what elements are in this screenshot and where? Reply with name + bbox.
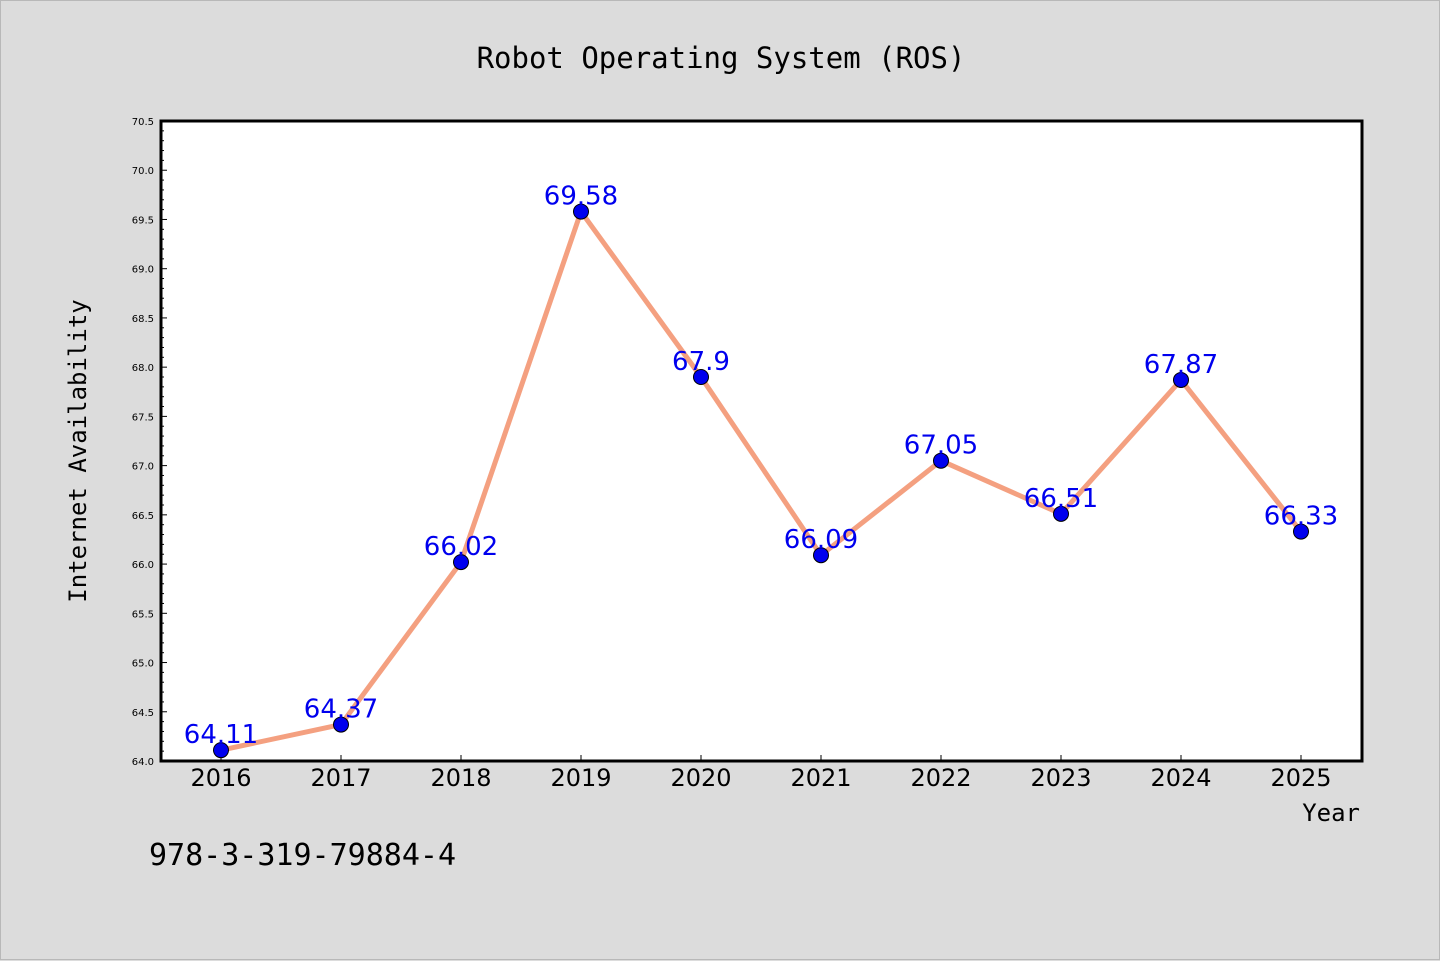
data-label: 66.09 bbox=[784, 525, 858, 555]
y-axis-ticks: 64.0 64.5 65.0 65.5 66.0 66.5 67.0 67.5 68.0 68.5… bbox=[132, 117, 167, 768]
y-tick-label: 69.5 bbox=[132, 215, 154, 226]
data-point bbox=[453, 554, 469, 571]
data-point bbox=[1053, 505, 1069, 522]
data-label: 66.02 bbox=[424, 532, 498, 562]
x-tick-label: 2020 bbox=[670, 764, 731, 792]
data-point bbox=[333, 716, 349, 733]
x-tick-label: 2025 bbox=[1270, 764, 1331, 792]
series-layer bbox=[213, 203, 1309, 759]
data-point bbox=[213, 742, 229, 759]
data-point bbox=[573, 203, 589, 220]
series-line bbox=[218, 209, 1304, 753]
x-tick-label: 2019 bbox=[550, 764, 611, 792]
y-tick-label: 66.0 bbox=[132, 560, 154, 571]
x-tick-label: 2021 bbox=[790, 764, 851, 792]
data-point bbox=[933, 452, 949, 469]
data-point bbox=[813, 547, 829, 564]
x-axis-title: Year bbox=[1302, 799, 1360, 827]
x-axis-ticks: 2016 2017 2018 2019 2020 2021 2022 2023 2024 2025 bbox=[190, 755, 1332, 792]
data-point bbox=[1293, 523, 1309, 540]
x-tick-label: 2016 bbox=[190, 764, 251, 792]
data-label: 67.05 bbox=[904, 431, 978, 461]
y-axis-title: Internet Availability bbox=[64, 299, 92, 602]
data-label: 64.11 bbox=[184, 720, 258, 750]
plot-area bbox=[159, 119, 1364, 763]
x-tick-label: 2017 bbox=[310, 764, 371, 792]
x-tick-label: 2022 bbox=[910, 764, 971, 792]
y-tick-label: 68.5 bbox=[132, 314, 154, 325]
y-tick-label: 69.0 bbox=[132, 265, 154, 276]
data-label: 67.87 bbox=[1144, 350, 1218, 380]
y-tick-label: 70.5 bbox=[132, 117, 154, 128]
y-tick-label: 67.5 bbox=[132, 412, 154, 423]
data-point bbox=[693, 369, 709, 385]
y-tick-label: 64.5 bbox=[132, 708, 154, 719]
isbn-footer: 978-3-319-79884-4 bbox=[149, 838, 456, 873]
data-label: 66.51 bbox=[1024, 484, 1098, 514]
y-tick-label: 67.0 bbox=[132, 462, 154, 473]
y-tick-label: 64.0 bbox=[132, 757, 154, 768]
y-tick-label: 70.0 bbox=[132, 166, 154, 177]
y-tick-label: 68.0 bbox=[132, 363, 154, 374]
y-tick-label: 65.0 bbox=[132, 659, 154, 670]
data-labels-layer: 64.11 64.37 66.02 69.58 67.9 66.09 67.05 66.51 6… bbox=[184, 182, 1338, 751]
x-tick-label: 2023 bbox=[1030, 764, 1091, 792]
data-label: 66.33 bbox=[1264, 502, 1338, 532]
chart-title: Robot Operating System (ROS) bbox=[477, 41, 966, 75]
x-tick-label: 2018 bbox=[430, 764, 491, 792]
x-tick-label: 2024 bbox=[1150, 764, 1211, 792]
data-label: 69.58 bbox=[544, 182, 618, 212]
data-label: 64.37 bbox=[304, 695, 378, 725]
data-point bbox=[1173, 371, 1189, 388]
y-tick-label: 65.5 bbox=[132, 609, 154, 620]
y-tick-label: 66.5 bbox=[132, 511, 154, 522]
data-label: 67.9 bbox=[672, 347, 730, 377]
